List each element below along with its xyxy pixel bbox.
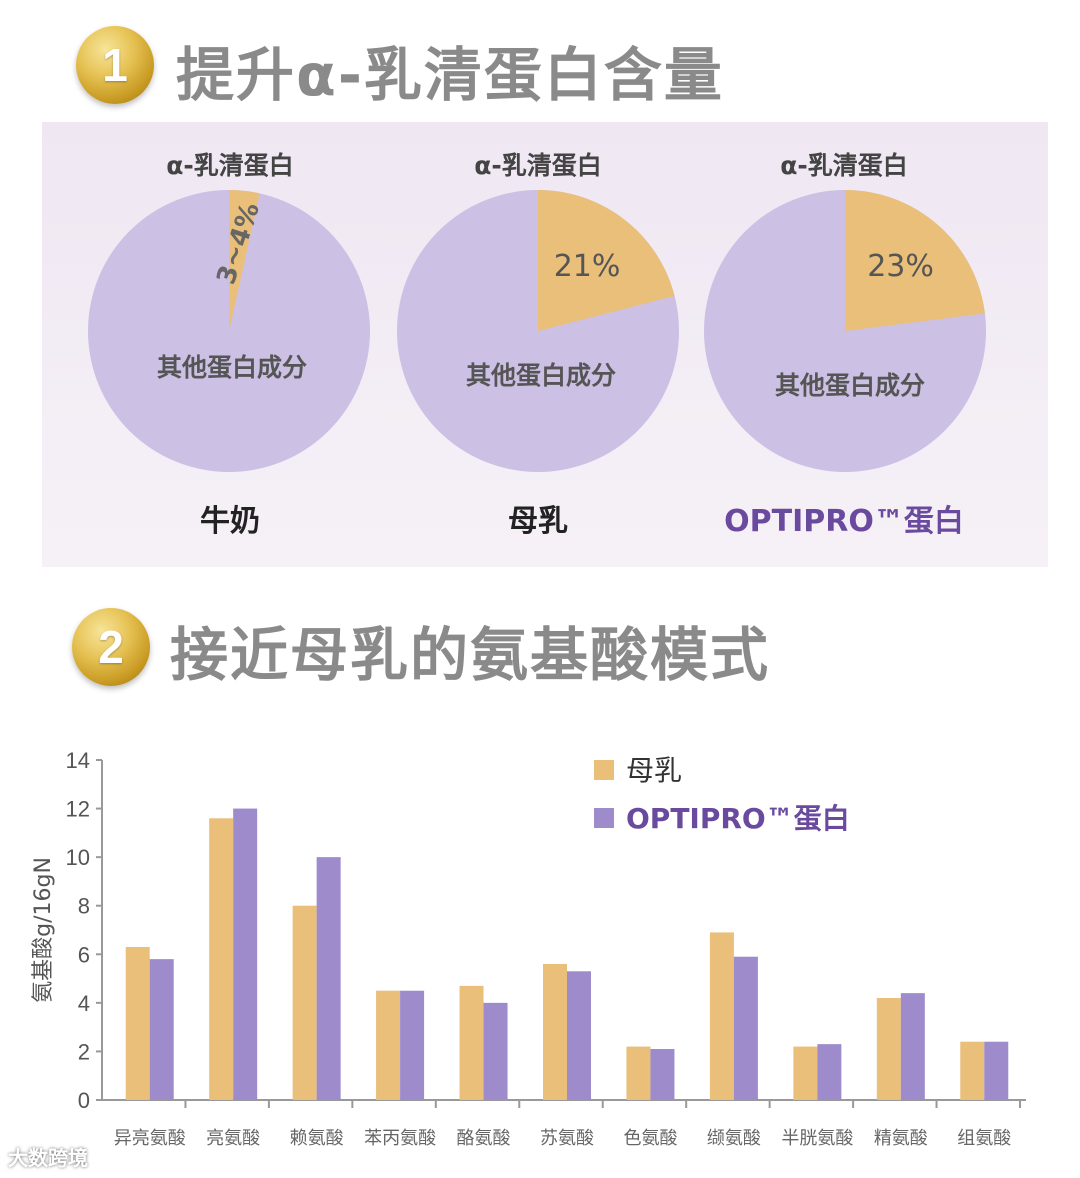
optipro-bar-2	[233, 808, 258, 1100]
x-tick-label: 半胱氨酸	[781, 1128, 853, 1149]
pie1-name: 牛奶	[200, 504, 260, 539]
y-tick-label: 6	[78, 942, 90, 967]
optipro-bar-8	[733, 956, 758, 1100]
x-tick-label: 异亮氨酸	[114, 1128, 186, 1149]
pie3-name: OPTIPRO™蛋白	[724, 504, 964, 539]
section1-badge: 1	[76, 26, 154, 104]
y-tick-label: 10	[66, 845, 90, 870]
legend-swatch-2	[594, 808, 614, 828]
x-tick-label: 色氨酸	[623, 1128, 677, 1149]
legend-label-1: 母乳	[626, 754, 682, 787]
optipro-bar-1	[149, 959, 174, 1100]
x-tick-label: 苏氨酸	[540, 1128, 594, 1149]
pie1-chart: 3~4% 其他蛋白成分	[88, 190, 370, 472]
amino-acid-bar-chart: 0 2 4 6 8 10 12 14 氨基酸g/16gN 异亮氨酸 亮氨酸 赖氨酸 苯丙氨酸 酪氨酸 苏氨酸…	[31, 748, 1026, 1149]
breastmilk-bar-4	[376, 990, 401, 1100]
y-tick-label: 4	[78, 991, 90, 1016]
pie1-rest-label: 其他蛋白成分	[157, 353, 307, 382]
pie3-top-label: α-乳清蛋白	[780, 151, 908, 180]
breastmilk-bar-7	[626, 1046, 651, 1100]
section2-title: 接近母乳的氨基酸模式	[170, 621, 771, 689]
y-tick-label: 14	[66, 748, 90, 773]
optipro-bar-11	[984, 1041, 1009, 1100]
breastmilk-bar-9	[793, 1046, 818, 1100]
pie2-rest-label: 其他蛋白成分	[466, 361, 616, 390]
watermark: 大数跨境	[8, 1146, 88, 1170]
y-tick-label: 2	[78, 1039, 90, 1064]
y-tick-label: 8	[78, 894, 90, 919]
optipro-bar-10	[900, 993, 925, 1100]
breastmilk-bar-3	[292, 905, 317, 1100]
breastmilk-bar-5	[459, 985, 484, 1100]
pie2-chart: 21% 其他蛋白成分	[397, 190, 679, 472]
x-tick-label: 组氨酸	[957, 1128, 1011, 1149]
pie2-slice-label: 21%	[554, 249, 621, 284]
x-tick-label: 赖氨酸	[290, 1128, 344, 1149]
pie3-slice	[845, 190, 985, 331]
x-tick-label: 亮氨酸	[206, 1128, 260, 1149]
pie3-rest-label: 其他蛋白成分	[775, 371, 925, 400]
optipro-bar-9	[817, 1044, 842, 1100]
y-tick-label: 12	[66, 797, 90, 822]
breastmilk-bar-10	[876, 998, 901, 1100]
pie1-top-label: α-乳清蛋白	[166, 151, 294, 180]
pie2-slice	[538, 190, 675, 331]
breastmilk-bar-2	[209, 818, 234, 1100]
optipro-bar-6	[567, 971, 591, 1100]
optipro-bar-3	[316, 857, 341, 1100]
section2-badge: 2	[72, 608, 150, 686]
breastmilk-bar-1	[125, 947, 150, 1100]
y-tick-label: 0	[78, 1088, 90, 1113]
optipro-bar-7	[650, 1049, 675, 1100]
breastmilk-bar-8	[709, 932, 734, 1100]
optipro-bar-5	[483, 1002, 508, 1100]
legend-swatch-1	[594, 760, 614, 780]
pie3-chart: 23% 其他蛋白成分	[704, 190, 986, 472]
y-axis-label: 氨基酸g/16gN	[31, 857, 56, 1003]
breastmilk-bar-6	[543, 964, 567, 1100]
x-tick-label: 缬氨酸	[707, 1128, 761, 1149]
legend-label-2: OPTIPRO™蛋白	[626, 802, 850, 835]
breastmilk-bar-11	[960, 1041, 985, 1100]
x-tick-label: 苯丙氨酸	[364, 1128, 436, 1149]
x-tick-label: 酪氨酸	[457, 1128, 511, 1149]
optipro-bar-4	[400, 990, 425, 1100]
pie3-slice-label: 23%	[867, 249, 934, 284]
x-tick-label: 精氨酸	[874, 1128, 928, 1149]
section1-title: 提升α-乳清蛋白含量	[176, 41, 724, 109]
pie1-slice	[229, 190, 260, 331]
pie2-top-label: α-乳清蛋白	[474, 151, 602, 180]
pie2-name: 母乳	[508, 504, 568, 539]
